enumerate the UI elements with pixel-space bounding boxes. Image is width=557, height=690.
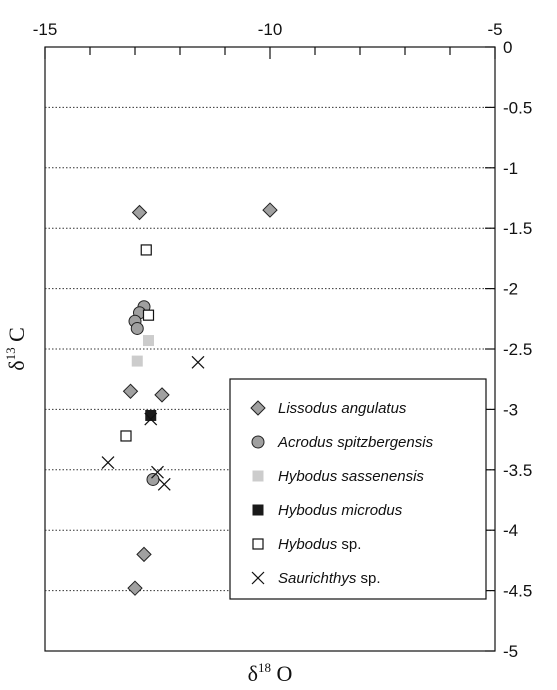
point-acrodus-spitzbergensis — [146, 472, 160, 486]
point-acrodus-spitzbergensis — [130, 321, 144, 335]
point-hybodus-sp — [142, 309, 155, 321]
x-stroke — [144, 412, 158, 426]
point-hybodus-sp — [120, 430, 132, 442]
y-tick-label: -3.5 — [503, 461, 532, 480]
legend-label: Hybodus microdus — [278, 502, 403, 519]
legend-label: Saurichthys sp. — [278, 570, 381, 587]
point-lissodus-angulatus — [131, 204, 148, 221]
point-saurichthys-sp — [157, 477, 171, 491]
y-tick-label: -4 — [503, 521, 518, 540]
legend-marker — [252, 538, 264, 550]
x-axis: -15 -10 -5 — [33, 20, 503, 59]
x-stroke — [151, 465, 164, 479]
y-tick-label: -2.5 — [503, 340, 532, 359]
point-hybodus-sassenensis — [131, 355, 143, 367]
point-saurichthys-sp — [101, 456, 115, 469]
point-lissodus-angulatus — [122, 383, 139, 399]
point-lissodus-angulatus — [154, 387, 170, 403]
point-hybodus-microdus — [145, 409, 157, 421]
legend-label: Lissodus angulatus — [278, 400, 407, 417]
legend: Lissodus angulatus Acrodus spitzbergensis… — [229, 378, 487, 600]
legend-box — [229, 378, 487, 600]
legend-marker — [251, 571, 265, 585]
x-tick-label: -10 — [258, 20, 283, 39]
y-tick-label: -5 — [503, 642, 518, 661]
y-tick-label: -1 — [503, 159, 518, 178]
point-hybodus-sp — [140, 244, 152, 256]
legend-marker — [250, 400, 266, 416]
legend-label: Hybodus sp. — [278, 536, 361, 553]
legend-marker — [251, 435, 265, 449]
point-saurichthys-sp — [144, 412, 158, 426]
legend-label: Hybodus sassenensis — [278, 468, 424, 485]
x-stroke — [157, 477, 171, 491]
point-saurichthys-sp — [191, 355, 205, 369]
data-points — [101, 202, 278, 596]
point-lissodus-angulatus — [136, 546, 152, 563]
x-stroke — [251, 571, 265, 585]
y-tick-label: -1.5 — [503, 219, 532, 238]
y-axis: 0 -0.5 -1 -1.5 -2 -2.5 -3 -3.5 -4 -4.5 -5 — [485, 38, 532, 661]
x-stroke — [101, 456, 115, 469]
legend-marker — [252, 504, 264, 516]
x-tick-label: -15 — [33, 20, 58, 39]
y-tick-label: -3 — [503, 400, 518, 419]
y-tick-label: -4.5 — [503, 582, 532, 601]
x-axis-title: δ18 O — [248, 660, 293, 686]
point-saurichthys-sp — [151, 465, 164, 479]
point-lissodus-angulatus — [262, 202, 278, 218]
point-hybodus-sassenensis — [143, 335, 154, 347]
x-tick-label: -5 — [487, 20, 502, 39]
legend-marker — [252, 470, 264, 482]
legend-label: Acrodus spitzbergensis — [277, 434, 434, 451]
x-stroke — [191, 355, 205, 369]
point-lissodus-angulatus — [127, 580, 143, 596]
y-axis-title: δ13 C — [3, 327, 29, 371]
y-tick-label: -2 — [503, 280, 518, 299]
y-tick-label: 0 — [503, 38, 512, 57]
y-tick-label: -0.5 — [503, 98, 532, 117]
